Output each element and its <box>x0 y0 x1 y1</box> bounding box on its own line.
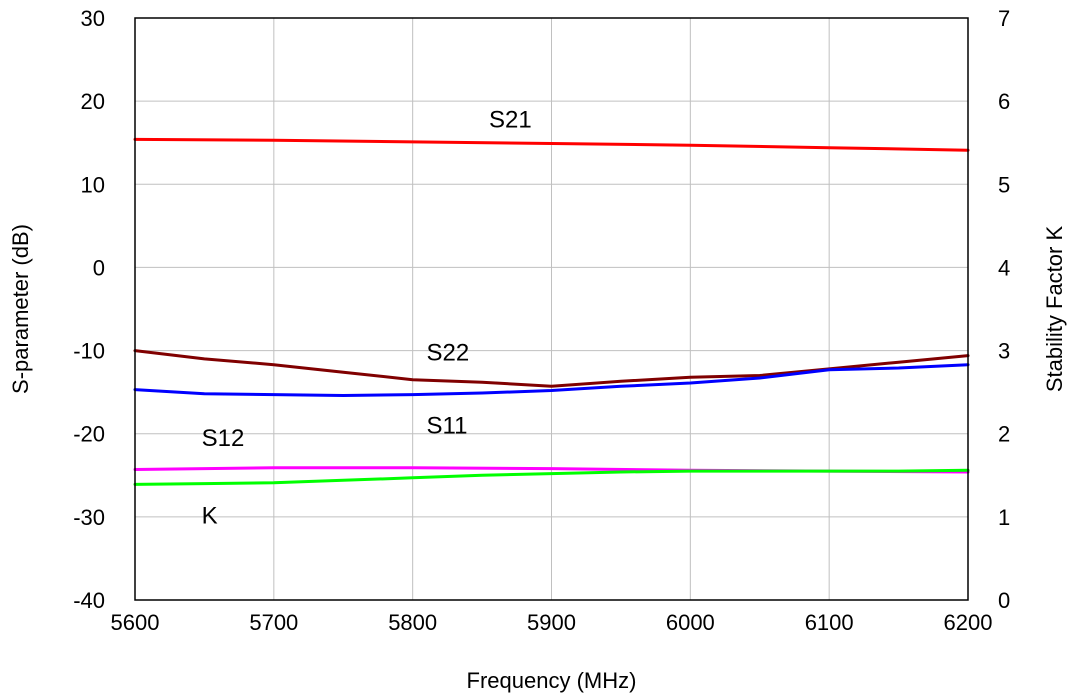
x-tick-label: 5800 <box>388 610 437 635</box>
x-tick-labels: 5600 5700 5800 5900 6000 6100 6200 <box>111 610 993 635</box>
series-annotation-k: K <box>202 503 218 530</box>
y-tick-label: -20 <box>73 422 105 447</box>
y-tick-label: -30 <box>73 505 105 530</box>
x-tick-label: 5700 <box>249 610 298 635</box>
y2-tick-label: 7 <box>998 6 1010 31</box>
y-tick-label: 0 <box>93 255 105 280</box>
y2-tick-label: 0 <box>998 588 1010 613</box>
series-line-s11 <box>133 363 970 397</box>
y2-tick-label: 6 <box>998 89 1010 114</box>
series-annotation-s12: S12 <box>202 425 245 452</box>
y2-tick-label: 1 <box>998 505 1010 530</box>
y2-tick-labels: 0 1 2 3 4 5 6 7 <box>998 6 1010 613</box>
y2-axis-title: Stability Factor K <box>1042 226 1067 393</box>
y-tick-label: -40 <box>73 588 105 613</box>
y-tick-labels: -40 -30 -20 -10 0 10 20 30 <box>73 6 105 613</box>
y-tick-label: 20 <box>81 89 105 114</box>
series-lines <box>133 137 970 486</box>
y-tick-label: -10 <box>73 339 105 364</box>
x-axis-title: Frequency (MHz) <box>467 668 637 693</box>
x-tick-label: 6200 <box>944 610 993 635</box>
x-tick-label: 5600 <box>111 610 160 635</box>
y-tick-label: 30 <box>81 6 105 31</box>
y-axis-title: S-parameter (dB) <box>8 224 33 394</box>
x-tick-label: 6000 <box>666 610 715 635</box>
series-annotation-s21: S21 <box>489 107 532 134</box>
y2-tick-label: 2 <box>998 422 1010 447</box>
x-tick-label: 5900 <box>527 610 576 635</box>
y-tick-label: 10 <box>81 172 105 197</box>
series-annotation-s11: S11 <box>427 413 468 440</box>
y2-tick-label: 3 <box>998 339 1010 364</box>
y2-tick-label: 4 <box>998 255 1010 280</box>
y2-tick-label: 5 <box>998 172 1010 197</box>
plot-frame <box>134 17 969 601</box>
series-line-k <box>133 468 970 486</box>
x-tick-label: 6100 <box>805 610 854 635</box>
grid-lines <box>134 17 969 601</box>
series-annotation-s22: S22 <box>427 340 470 367</box>
series-annotations: S21 S22 S11 S12 K <box>202 107 532 530</box>
series-line-s21 <box>133 137 970 152</box>
